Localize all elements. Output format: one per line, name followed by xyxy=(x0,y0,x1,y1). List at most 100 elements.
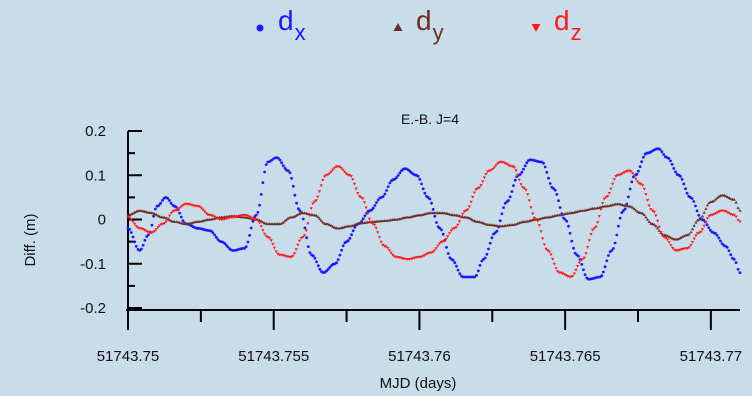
point-dz xyxy=(707,214,711,218)
point-dz xyxy=(339,166,343,170)
point-dy xyxy=(632,207,636,210)
point-dz xyxy=(546,249,550,253)
point-dz xyxy=(321,179,325,182)
point-dx xyxy=(507,199,510,202)
point-dx xyxy=(483,256,487,260)
point-dx xyxy=(697,213,701,217)
point-dy xyxy=(738,209,742,212)
point-dz xyxy=(526,193,530,196)
point-dx xyxy=(133,240,137,244)
point-dy xyxy=(352,223,357,227)
point-dz xyxy=(727,212,731,215)
point-dz xyxy=(511,165,515,168)
point-dz xyxy=(607,192,611,195)
point-dx xyxy=(179,215,183,219)
point-dy xyxy=(677,237,681,240)
point-dz xyxy=(311,202,315,206)
point-dz xyxy=(517,178,521,182)
point-dx xyxy=(512,184,515,188)
x-tick-label: 51743.765 xyxy=(530,348,601,365)
point-dz xyxy=(622,171,626,175)
point-dz xyxy=(561,272,565,275)
point-dx xyxy=(568,231,572,235)
point-dz xyxy=(491,168,495,171)
point-dx xyxy=(672,167,676,170)
point-dx xyxy=(542,161,545,165)
point-dy xyxy=(258,218,262,222)
point-dx xyxy=(213,233,217,237)
point-dz xyxy=(661,234,665,238)
point-dz xyxy=(597,215,601,218)
point-dx xyxy=(573,251,577,255)
point-dz xyxy=(522,187,526,191)
point-dz xyxy=(432,249,436,253)
point-dx xyxy=(351,229,355,233)
point-dx xyxy=(174,205,178,209)
point-dx xyxy=(288,171,292,175)
point-dz xyxy=(419,255,423,259)
point-dz xyxy=(657,225,661,229)
point-dy xyxy=(654,224,658,228)
point-dz xyxy=(296,243,300,247)
point-dz xyxy=(641,184,645,187)
point-dz xyxy=(556,270,560,274)
point-dx xyxy=(607,254,610,257)
legend-label-dy: dy xyxy=(416,5,444,45)
point-dx xyxy=(370,208,373,212)
point-dz xyxy=(690,241,695,244)
legend-label-dx: dx xyxy=(278,5,306,45)
point-dz xyxy=(611,182,615,186)
point-dy xyxy=(642,213,646,217)
point-dz xyxy=(156,226,160,229)
point-dy xyxy=(471,218,475,222)
point-dz xyxy=(619,173,623,176)
y-axis-label: Diff. (m) xyxy=(22,213,39,266)
point-dz xyxy=(306,222,310,225)
point-dy xyxy=(128,213,132,217)
point-dy xyxy=(687,232,691,236)
point-dy xyxy=(729,197,733,200)
point-dx xyxy=(612,247,615,250)
legend-item-dy: dy xyxy=(393,5,444,45)
point-dy xyxy=(153,212,157,215)
point-dz xyxy=(369,221,373,225)
point-dz xyxy=(151,231,155,234)
point-dz xyxy=(213,215,217,219)
point-dz xyxy=(129,218,133,221)
x-tick-label: 51743.755 xyxy=(238,348,309,365)
point-dz xyxy=(474,188,478,192)
legend-item-dz: dz xyxy=(531,5,582,45)
point-dz xyxy=(551,257,555,261)
point-dz xyxy=(636,180,640,184)
point-dy xyxy=(704,207,708,210)
point-dx xyxy=(622,209,625,213)
point-dz xyxy=(347,174,352,177)
point-dx xyxy=(416,174,420,178)
point-dx xyxy=(395,176,398,180)
point-dz xyxy=(481,180,485,184)
point-dz xyxy=(689,244,693,247)
point-dz xyxy=(384,245,388,249)
point-dy xyxy=(690,227,695,231)
point-dz xyxy=(204,212,208,215)
point-dz xyxy=(322,175,327,179)
point-dx xyxy=(311,254,315,258)
point-dx xyxy=(278,158,282,162)
point-dy xyxy=(732,198,736,201)
point-dx xyxy=(630,180,634,184)
point-dy xyxy=(736,206,740,210)
point-dx xyxy=(617,224,620,228)
point-dx xyxy=(134,244,138,248)
point-dz xyxy=(181,204,185,207)
point-dx xyxy=(553,188,557,192)
point-dx xyxy=(478,264,482,267)
point-dx xyxy=(485,252,489,256)
point-dx xyxy=(446,252,450,255)
point-dz xyxy=(174,209,178,212)
point-dx xyxy=(476,269,480,273)
point-dz xyxy=(362,201,367,204)
point-dz xyxy=(269,239,273,243)
point-dx xyxy=(181,219,185,223)
